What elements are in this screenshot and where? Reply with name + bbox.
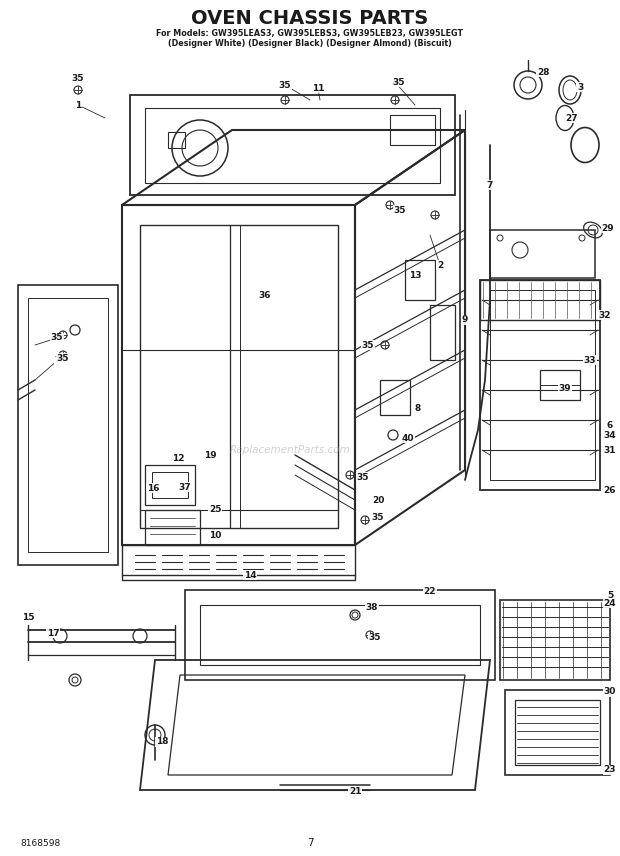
Text: 13: 13 [409,270,421,280]
Text: 6: 6 [607,420,613,430]
Text: 18: 18 [156,738,168,746]
Text: 28: 28 [537,68,549,76]
Text: 35: 35 [372,514,384,522]
Text: 7: 7 [307,838,313,848]
Text: 7: 7 [55,355,61,365]
Text: 19: 19 [204,450,216,460]
Text: 38: 38 [366,603,378,613]
Text: 35: 35 [394,205,406,215]
Text: 29: 29 [601,223,614,233]
Text: (Designer White) (Designer Black) (Designer Almond) (Biscuit): (Designer White) (Designer Black) (Desig… [168,39,452,47]
Text: ReplacementParts.com: ReplacementParts.com [229,445,350,455]
Text: 37: 37 [179,483,192,491]
Text: OVEN CHASSIS PARTS: OVEN CHASSIS PARTS [192,9,428,27]
Text: 35: 35 [72,74,84,82]
Text: 5: 5 [607,591,613,599]
Text: 35: 35 [356,473,370,482]
Text: 40: 40 [402,433,414,443]
Text: 20: 20 [372,496,384,504]
Text: 12: 12 [172,454,184,462]
Text: 32: 32 [599,311,611,319]
Text: 31: 31 [604,445,616,455]
Text: 26: 26 [604,485,616,495]
Text: 27: 27 [565,114,578,122]
Text: 25: 25 [209,506,221,514]
Text: 34: 34 [604,431,616,439]
Text: 35: 35 [51,334,63,342]
Text: 35: 35 [392,78,405,86]
Text: 3: 3 [577,82,583,92]
Text: 24: 24 [604,598,616,608]
Text: 10: 10 [209,531,221,539]
Text: 23: 23 [604,765,616,775]
Text: 9: 9 [462,316,468,324]
Text: 39: 39 [559,383,571,393]
Text: 17: 17 [46,628,60,638]
Text: 33: 33 [584,355,596,365]
Text: 1: 1 [75,100,81,110]
Text: 22: 22 [423,587,436,597]
Text: 21: 21 [348,788,361,796]
Text: For Models: GW395LEAS3, GW395LEBS3, GW395LEB23, GW395LEGT: For Models: GW395LEAS3, GW395LEBS3, GW39… [156,28,464,38]
Text: 35: 35 [279,80,291,90]
Text: 2: 2 [437,260,443,270]
Text: 11: 11 [312,84,324,92]
Text: 36: 36 [259,290,272,300]
Text: 15: 15 [22,614,34,622]
Text: 16: 16 [147,484,159,492]
Text: 35: 35 [361,341,374,349]
Text: 7: 7 [487,181,493,189]
Text: 8168598: 8168598 [20,839,60,847]
Text: 35: 35 [369,633,381,643]
Text: 14: 14 [244,570,256,580]
Text: 8: 8 [415,403,421,413]
Text: 30: 30 [604,687,616,697]
Text: 4: 4 [392,78,398,86]
Text: 35: 35 [57,354,69,362]
